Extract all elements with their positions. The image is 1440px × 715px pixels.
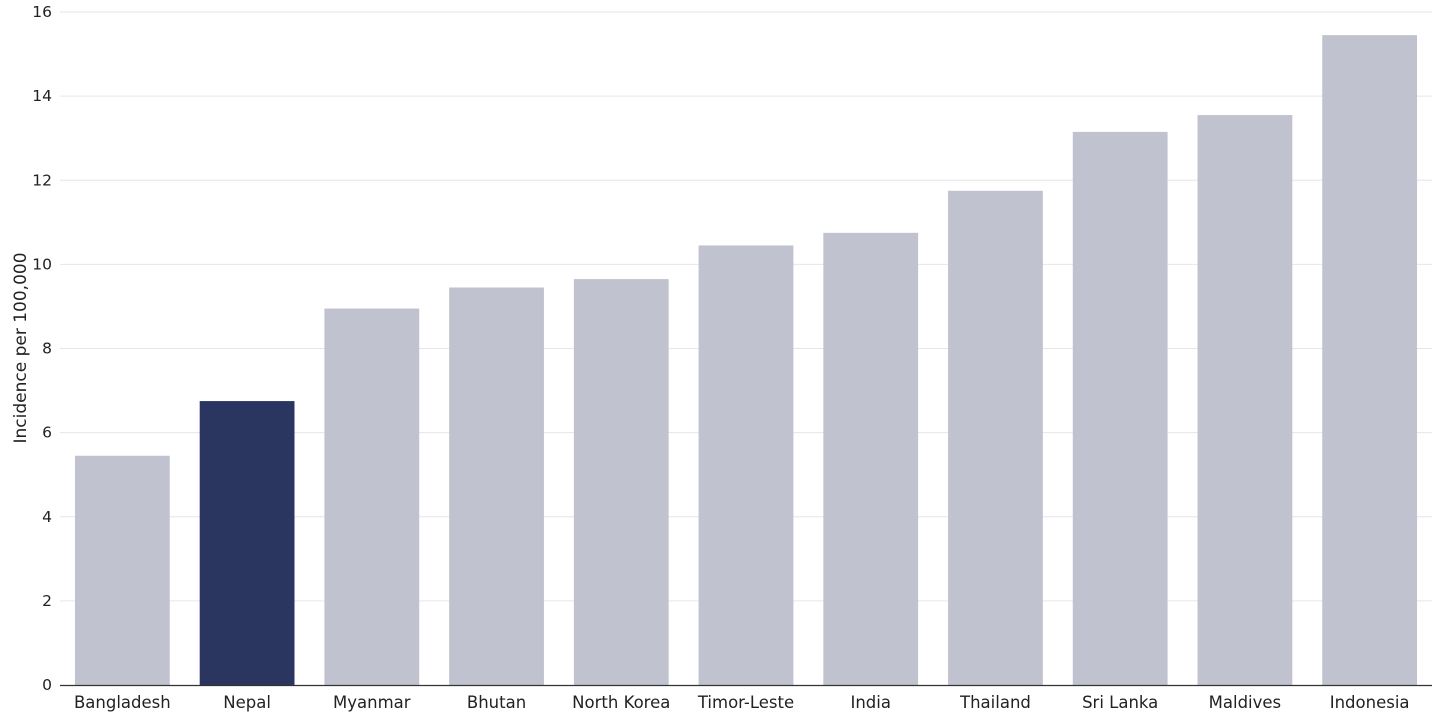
x-tick-label: Indonesia <box>1330 693 1410 712</box>
x-tick-label: Sri Lanka <box>1082 693 1158 712</box>
x-tick-label: Bangladesh <box>74 693 171 712</box>
x-tick-label: Bhutan <box>467 693 526 712</box>
x-tick-label: Myanmar <box>333 693 411 712</box>
bar-india <box>823 232 919 685</box>
bar-north-korea <box>573 279 669 685</box>
y-tick-label: 12 <box>32 171 52 189</box>
y-tick-label: 8 <box>42 340 52 358</box>
bars <box>74 35 1418 686</box>
bar-bhutan <box>449 287 544 685</box>
y-tick-label: 6 <box>42 424 52 442</box>
y-tick-label: 0 <box>42 676 52 694</box>
x-tick-label: Nepal <box>223 693 271 712</box>
x-tick-label: Timor-Leste <box>697 693 794 712</box>
bar-indonesia <box>1322 35 1418 685</box>
bar-maldives <box>1197 115 1293 686</box>
y-tick-label: 4 <box>42 508 52 526</box>
bar-sri-lanka <box>1072 131 1168 686</box>
bar-bangladesh <box>74 455 170 685</box>
x-tick-label: Maldives <box>1209 693 1282 712</box>
x-tick-label: India <box>850 693 891 712</box>
bar-thailand <box>948 190 1043 685</box>
x-tick-labels: Bangladesh Nepal Myanmar Bhutan North Korea T… <box>74 693 1410 712</box>
y-tick-labels: 0 2 4 6 8 10 12 14 16 <box>32 3 52 694</box>
y-tick-label: 14 <box>32 87 52 105</box>
bar-timor-leste <box>698 245 794 685</box>
x-tick-label: Thailand <box>959 693 1031 712</box>
y-tick-label: 2 <box>42 592 52 610</box>
bar-myanmar <box>324 308 420 685</box>
bar-nepal <box>199 401 295 685</box>
y-tick-label: 16 <box>32 3 52 21</box>
y-tick-label: 10 <box>32 255 52 273</box>
x-tick-label: North Korea <box>572 693 670 712</box>
y-axis-title: Incidence per 100,000 <box>11 252 31 443</box>
